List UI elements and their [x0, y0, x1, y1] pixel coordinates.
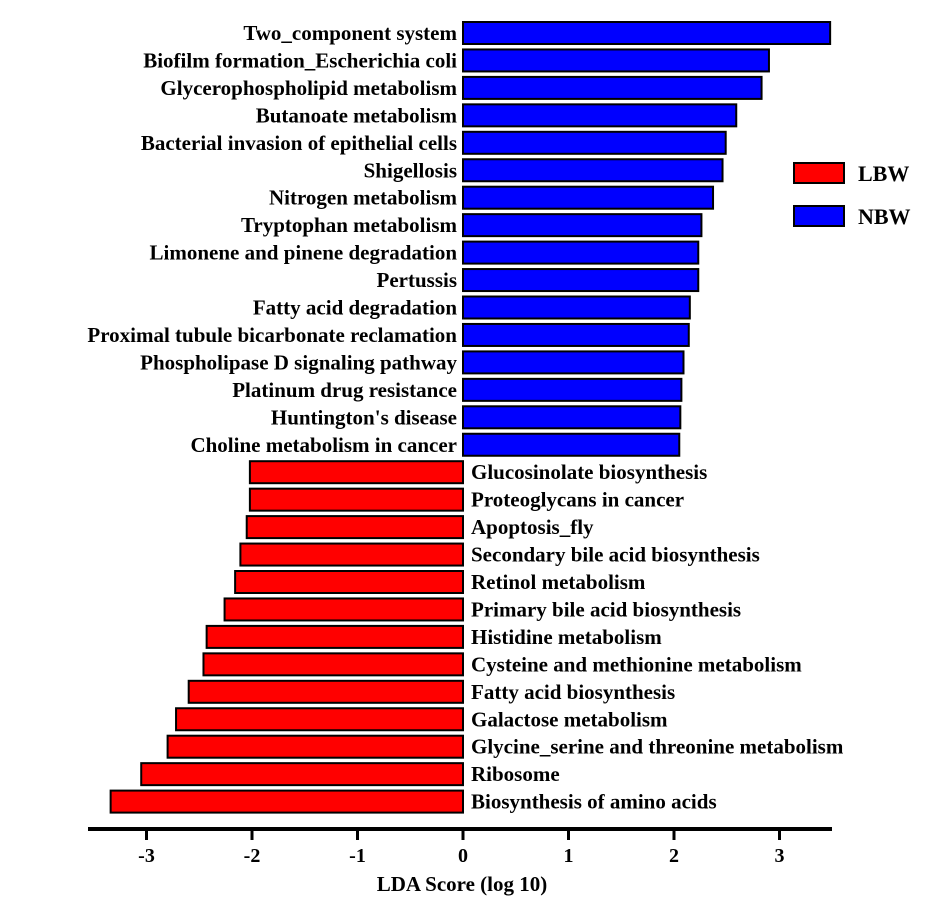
- x-tick-label: 2: [669, 845, 679, 867]
- legend-label-lbw: LBW: [858, 161, 909, 186]
- bar-nbw: [462, 48, 770, 73]
- bar-lbw: [175, 707, 464, 732]
- bar-lbw: [245, 515, 464, 540]
- legend-label-nbw: NBW: [858, 204, 911, 229]
- x-tick-label: -2: [244, 845, 261, 867]
- x-tick-label: 0: [458, 845, 468, 867]
- bar-label: Glucosinolate biosynthesis: [471, 460, 707, 484]
- bar-lbw: [140, 762, 464, 787]
- bar-label: Nitrogen metabolism: [269, 186, 458, 210]
- x-axis: -3 -2 -1 0 1 2 3: [88, 827, 832, 867]
- bar-nbw: [462, 158, 724, 183]
- bar-label: Glycine_serine and threonine metabolism: [471, 735, 844, 759]
- bar-lbw: [239, 542, 464, 567]
- bar-label: Limonene and pinene degradation: [150, 241, 458, 265]
- bar-label: Retinol metabolism: [471, 570, 646, 594]
- bar-label: Ribosome: [471, 762, 560, 786]
- bar-label: Apoptosis_fly: [471, 515, 594, 539]
- bar-nbw: [462, 75, 763, 100]
- bar-nbw: [462, 295, 691, 320]
- bar-lbw: [234, 570, 464, 594]
- bar-label: Primary bile acid biosynthesis: [471, 597, 741, 621]
- bar-lbw: [202, 652, 464, 677]
- bar-label: Biosynthesis of amino acids: [471, 790, 717, 814]
- bar-lbw: [248, 487, 464, 512]
- bar-nbw: [462, 103, 738, 128]
- bar-nbw: [462, 213, 703, 238]
- bar-nbw: [462, 21, 832, 45]
- bar-label: Histidine metabolism: [471, 625, 662, 649]
- bar-label: Glycerophospholipid metabolism: [160, 76, 457, 100]
- legend-swatch-lbw: [793, 162, 845, 184]
- bar-label: Proteoglycans in cancer: [471, 488, 684, 512]
- bar-label: Cysteine and methionine metabolism: [471, 652, 802, 676]
- bar-label: Proximal tubule bicarbonate reclamation: [87, 323, 457, 347]
- bar-nbw: [462, 185, 715, 210]
- bar-label: Phospholipase D signaling pathway: [140, 350, 457, 374]
- bar-label: Platinum drug resistance: [232, 378, 457, 402]
- bar-label: Fatty acid biosynthesis: [471, 680, 675, 704]
- bar-nbw: [462, 268, 700, 293]
- bar-lbw: [248, 460, 464, 485]
- bar-label: Pertussis: [377, 268, 458, 292]
- bar-nbw: [462, 432, 681, 457]
- x-tick-label: 1: [564, 845, 574, 867]
- bar-nbw: [462, 377, 683, 402]
- bar-lbw: [223, 597, 464, 622]
- bar-label: Biofilm formation_Escherichia coli: [143, 48, 457, 72]
- x-tick-label: 3: [775, 845, 785, 867]
- bar-label: Galactose metabolism: [471, 707, 668, 731]
- bar-label: Secondary bile acid biosynthesis: [471, 543, 760, 567]
- bars-group: [109, 21, 832, 814]
- bar-label: Shigellosis: [364, 158, 457, 182]
- bar-label: Choline metabolism in cancer: [190, 433, 457, 457]
- bar-nbw: [462, 240, 700, 265]
- bar-label: Tryptophan metabolism: [241, 213, 458, 237]
- x-axis-ticks: -3 -2 -1 0 1 2 3: [138, 829, 785, 867]
- bar-label: Huntington's disease: [271, 405, 457, 429]
- bar-label: Bacterial invasion of epithelial cells: [141, 131, 457, 155]
- bar-label: Two_component system: [243, 21, 457, 45]
- bar-labels-group: Two_component system Biofilm formation_Es…: [87, 21, 843, 814]
- x-tick-label: -3: [138, 845, 155, 867]
- bar-label: Butanoate metabolism: [256, 103, 458, 127]
- bar-nbw: [462, 130, 727, 155]
- bar-label: Fatty acid degradation: [253, 296, 457, 320]
- x-tick-label: -1: [349, 845, 366, 867]
- legend-swatch-nbw: [793, 205, 845, 227]
- x-axis-title: LDA Score (log 10): [377, 872, 548, 896]
- bar-nbw: [462, 322, 690, 347]
- bar-lbw: [205, 624, 464, 649]
- bar-lbw: [109, 789, 464, 814]
- bar-lbw: [166, 734, 464, 759]
- legend: LBW NBW: [793, 161, 911, 229]
- bar-nbw: [462, 350, 685, 375]
- bar-nbw: [462, 405, 682, 430]
- bar-lbw: [187, 679, 464, 704]
